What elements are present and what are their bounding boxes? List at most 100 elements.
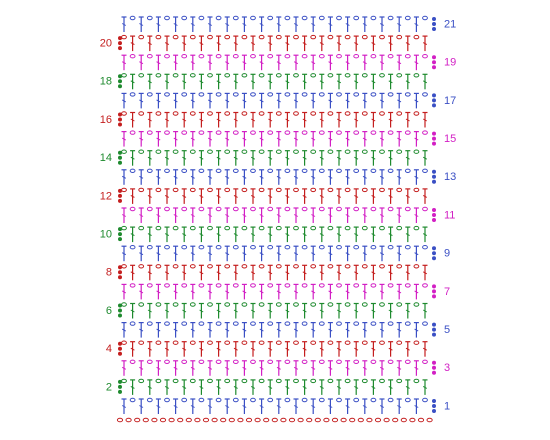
chain-stitch xyxy=(181,283,188,288)
chain-stitch xyxy=(379,187,385,193)
stitch-bar xyxy=(354,233,359,237)
stitch-bar xyxy=(139,328,144,332)
stitch-bar xyxy=(250,309,256,313)
stitch-bar xyxy=(336,271,342,275)
chain-stitch xyxy=(284,321,291,326)
turning-chain xyxy=(432,322,436,327)
chain-stitch xyxy=(379,378,385,384)
stitch-bar xyxy=(293,328,299,332)
stitch-bar xyxy=(336,156,342,160)
chain-stitch xyxy=(361,302,368,307)
stitch-bar xyxy=(388,271,393,275)
stitch-bar xyxy=(147,118,152,122)
stitch-bar xyxy=(242,214,247,217)
stitch-bar xyxy=(397,405,402,408)
chain-stitch xyxy=(241,73,248,78)
stitch-bar xyxy=(242,175,247,179)
chain-stitch xyxy=(232,397,239,403)
stitch-bar xyxy=(285,118,290,122)
stitch-bar xyxy=(259,214,264,217)
stitch-bar xyxy=(173,61,178,65)
chain-stitch xyxy=(284,168,291,174)
chain-stitch xyxy=(267,206,274,212)
stitch-bar xyxy=(422,194,428,198)
chain-stitch xyxy=(258,378,265,384)
chain-stitch xyxy=(413,187,420,193)
chain-stitch xyxy=(336,397,342,403)
chain-stitch xyxy=(310,302,317,307)
chain-stitch xyxy=(232,245,239,250)
chain-stitch xyxy=(146,245,153,250)
chain-stitch xyxy=(301,321,308,326)
stitch-bar xyxy=(422,118,428,122)
stitch-bar xyxy=(276,405,281,408)
stitch-bar xyxy=(354,42,359,46)
chain-stitch xyxy=(241,225,248,231)
stitch-bar xyxy=(388,42,393,46)
stitch-bar xyxy=(130,194,135,198)
stitch-bar xyxy=(139,23,144,26)
stitch-bar xyxy=(199,80,204,84)
chain-stitch xyxy=(409,417,416,423)
stitch-bar xyxy=(405,42,410,46)
stitch-bar xyxy=(216,80,221,84)
chain-stitch xyxy=(181,92,188,97)
chain-stitch xyxy=(172,340,179,345)
chain-stitch xyxy=(129,15,136,21)
stitch-bar xyxy=(121,99,127,103)
chain-stitch xyxy=(293,187,299,193)
chain-stitch xyxy=(301,397,308,403)
stitch-bar xyxy=(164,42,170,46)
turning-chain xyxy=(118,346,122,351)
row-number: 14 xyxy=(100,152,112,164)
chain-stitch xyxy=(164,206,170,212)
stitch-bar xyxy=(285,385,290,389)
turning-chain xyxy=(118,117,122,122)
chain-stitch xyxy=(258,225,265,231)
chain-stitch xyxy=(344,378,351,384)
chain-stitch xyxy=(155,149,162,154)
stitch-bar xyxy=(190,99,195,103)
turning-chain xyxy=(432,169,436,174)
chain-stitch xyxy=(198,283,205,288)
stitch-bar xyxy=(156,61,161,65)
stitch-bar xyxy=(121,137,127,141)
row-number: 12 xyxy=(100,190,112,202)
chain-stitch xyxy=(181,359,188,364)
stitch-bar xyxy=(250,118,256,122)
chain-stitch xyxy=(284,206,291,212)
stitch-bar xyxy=(276,328,281,332)
chain-stitch xyxy=(361,340,368,345)
stitch-bar xyxy=(379,61,385,65)
stitch-bar xyxy=(147,156,152,160)
stitch-bar xyxy=(362,175,367,179)
stitch-bar xyxy=(328,328,333,332)
chain-stitch xyxy=(250,206,256,212)
stitch-bar xyxy=(139,290,144,294)
stitch-bar xyxy=(173,137,178,141)
chain-stitch xyxy=(318,168,325,174)
chain-stitch xyxy=(194,417,201,423)
stitch-bar xyxy=(121,290,127,294)
stitch-bar xyxy=(371,347,376,351)
stitch-bar xyxy=(182,385,187,389)
chain-stitch xyxy=(370,15,377,21)
row-number: 18 xyxy=(100,76,112,88)
chain-stitch xyxy=(284,130,291,135)
stitch-bar xyxy=(242,290,247,294)
chain-stitch xyxy=(172,225,179,231)
stitch-bar xyxy=(182,233,187,237)
chain-stitch xyxy=(288,417,296,423)
stitch-bar xyxy=(311,328,316,332)
stitch-bar xyxy=(164,80,170,84)
stitch-bar xyxy=(379,137,385,141)
chain-stitch xyxy=(392,417,399,423)
chain-stitch xyxy=(275,187,282,193)
chain-stitch xyxy=(172,187,179,193)
row-number: 17 xyxy=(444,95,456,107)
chain-stitch xyxy=(138,73,145,78)
chain-stitch xyxy=(318,206,325,212)
stitch-bar xyxy=(190,214,195,217)
stitch-bar xyxy=(319,233,324,237)
